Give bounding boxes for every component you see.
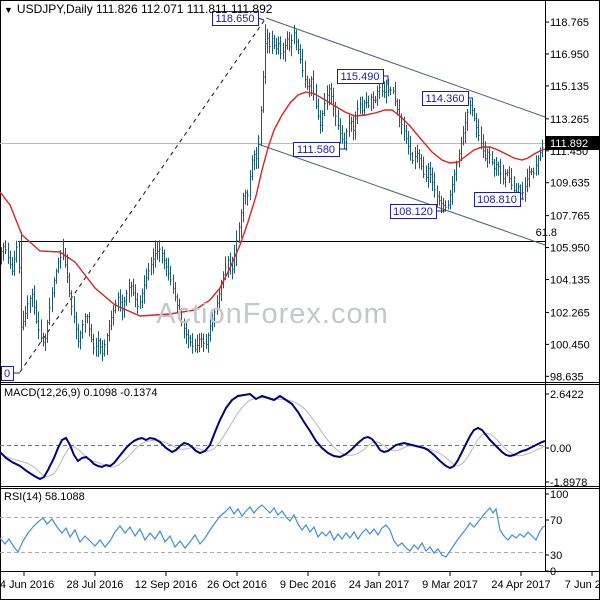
current-price-tag: 111.892 xyxy=(550,138,588,150)
date-axis: 14 Jun 2016 28 Jul 2016 12 Sep 2016 26 Oct … xyxy=(0,571,600,591)
annotation-label: 0 xyxy=(4,368,10,380)
macd-axis-tick: 2.6422 xyxy=(550,389,584,401)
fib-61-8-label: 61.8 xyxy=(536,227,557,239)
macd-axis-tick: 0.00 xyxy=(550,443,571,455)
chart-title: ▼ USDJPY,Daily 111.826 112.071 111.811 11… xyxy=(4,2,272,16)
date-axis-label: 24 Jan 2017 xyxy=(349,579,410,591)
price-axis-tick: 109.635 xyxy=(550,178,590,190)
annotation-label: 108.120 xyxy=(393,206,433,218)
macd-signal-line xyxy=(0,396,546,478)
date-axis-label: 9 Mar 2017 xyxy=(422,579,478,591)
symbol-dropdown-icon[interactable]: ▼ xyxy=(4,5,13,15)
macd-panel: 2.6422 0.00 -1.8978 xyxy=(0,389,587,489)
price-axis-tick: 116.950 xyxy=(550,49,589,61)
macd-indicator-label: MACD(12,26,9) 0.1098 -0.1374 xyxy=(4,387,158,399)
price-axis-tick: 118.765 xyxy=(550,17,589,29)
ma-line xyxy=(0,91,546,317)
rsi-indicator-label: RSI(14) 58.1088 xyxy=(4,491,85,503)
price-axis-tick: 98.635 xyxy=(550,371,584,383)
date-axis-label: 26 Oct 2016 xyxy=(207,579,267,591)
rsi-line xyxy=(0,504,546,558)
rsi-axis-tick: 70 xyxy=(550,515,562,527)
rsi-panel: 100 70 30 0 xyxy=(0,489,568,578)
rsi-axis-tick: 100 xyxy=(550,489,568,501)
date-axis-label: 12 Sep 2016 xyxy=(135,579,197,591)
price-axis-tick: 107.765 xyxy=(550,211,590,223)
macd-axis-tick: -1.8978 xyxy=(550,477,587,489)
date-axis-label: 7 Jun 2017 xyxy=(565,579,600,591)
rsi-axis-tick: 30 xyxy=(550,550,562,562)
annotation-label: 115.490 xyxy=(341,71,380,83)
channel-top-line[interactable] xyxy=(265,17,546,118)
price-axis-tick: 104.135 xyxy=(550,275,590,287)
macd-main-line xyxy=(0,392,546,481)
date-axis-label: 24 Apr 2017 xyxy=(491,579,550,591)
date-axis-label: 9 Dec 2016 xyxy=(280,579,336,591)
price-axis-tick: 115.135 xyxy=(550,81,589,93)
symbol-ohlc-title: USDJPY,Daily 111.826 112.071 111.811 111… xyxy=(16,2,273,16)
price-axis-tick: 102.265 xyxy=(550,307,590,319)
trendlines xyxy=(19,17,546,373)
annotation-label: 111.580 xyxy=(297,144,335,156)
price-axis-tick: 113.265 xyxy=(550,114,589,126)
channel-bottom-line[interactable] xyxy=(257,143,546,246)
price-axis-tick: 100.450 xyxy=(550,339,590,351)
annotation-label: 114.360 xyxy=(426,93,465,105)
rsi-axis-tick: 0 xyxy=(550,566,556,578)
watermark: ActionForex.com xyxy=(156,298,389,330)
date-axis-label: 14 Jun 2016 xyxy=(0,579,54,591)
annotation-label: 118.650 xyxy=(216,13,255,25)
price-axis-tick: 105.950 xyxy=(550,243,590,255)
annotation-label: 108.810 xyxy=(477,194,517,206)
price-bars xyxy=(1,24,544,371)
price-annotations: 118.650 115.490 114.360 111.580 108.120 108.8… xyxy=(1,11,524,381)
price-axis: 118.765116.950115.135113.265111.450109.6… xyxy=(545,17,600,383)
date-axis-label: 28 Jul 2016 xyxy=(67,579,124,591)
